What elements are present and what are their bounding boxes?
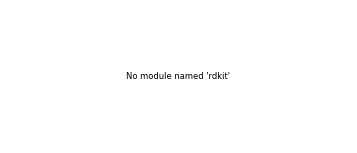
Text: No module named 'rdkit': No module named 'rdkit'	[126, 72, 231, 81]
